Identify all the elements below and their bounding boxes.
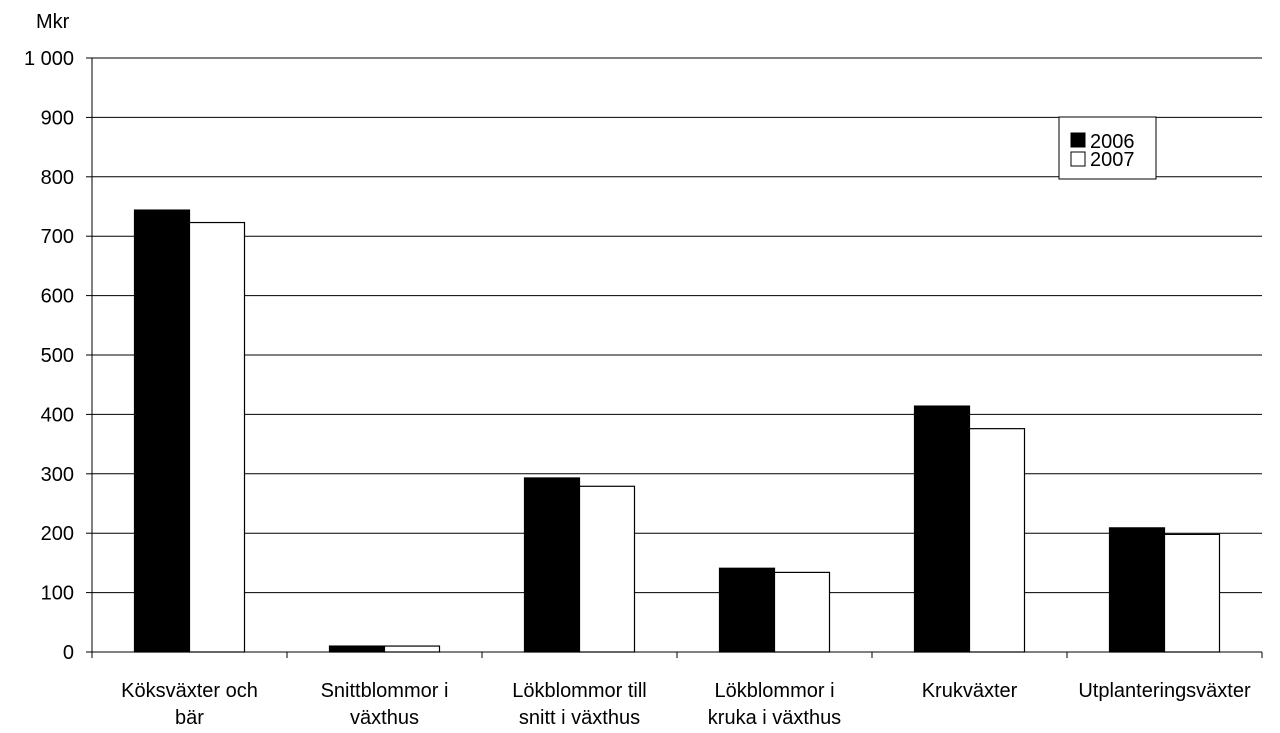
bar-2007-5 [1163,533,1221,653]
bar-2006-4 [913,405,971,653]
legend-box [1058,116,1157,180]
bar-2006-1 [328,645,386,653]
legend-label-2007: 2007 [1090,149,1135,171]
y-tick-labels: 0 100 200 300 400 500 600 700 800 900 1 000 [24,48,74,664]
y-tick-label: 1 000 [24,48,74,70]
legend-swatch-2007 [1070,151,1086,167]
bar-2006-5 [1108,527,1166,653]
y-tick-label: 500 [41,345,74,367]
y-axis-label: Mkr [36,11,70,33]
y-tick-label: 0 [63,642,74,664]
x-category-labels: Köksväxter och bär Snittblommor i växthus Lö… [121,680,1251,729]
y-tick-label: 800 [41,167,74,189]
y-tick-label: 100 [41,583,74,605]
bar-2006-0 [133,209,191,653]
bar-2007-2 [578,485,636,653]
y-tick-label: 900 [41,107,74,129]
x-category-label: Köksväxter och bär [121,680,258,729]
x-category-label: Krukväxter [922,680,1018,702]
x-category-label: Lökblommor till snitt i växthus [512,680,646,729]
legend-label-2006: 2006 [1090,131,1135,153]
gridlines [86,57,1262,653]
y-tick-label: 700 [41,226,74,248]
bar-2006-3 [718,567,776,653]
bar-2007-3 [773,571,831,653]
x-category-label: Snittblommor i växthus [321,680,449,729]
y-tick-label: 300 [41,464,74,486]
legend: 2006 2007 [1058,116,1157,180]
bars [133,209,1221,653]
legend-swatch-2006 [1070,132,1086,148]
x-category-label: Utplanteringsväxter [1078,680,1251,702]
y-tick-label: 400 [41,404,74,426]
bar-2007-0 [188,221,246,653]
bar-2007-4 [968,428,1026,653]
x-category-label: Lökblommor i kruka i växthus [708,680,841,729]
y-tick-label: 200 [41,523,74,545]
axes [91,58,1263,658]
y-tick-label: 600 [41,286,74,308]
bar-2006-2 [523,477,581,653]
bar-2007-1 [383,645,441,653]
